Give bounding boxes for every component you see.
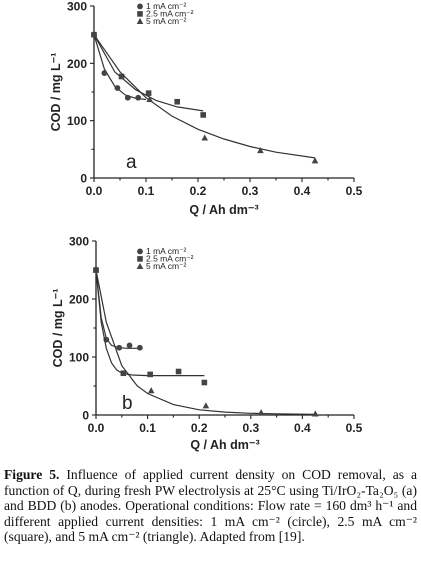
x-tick-label-a-1: 0.1 (138, 184, 155, 198)
panel-label-a: a (126, 152, 137, 173)
data-point-a-1-2 (145, 90, 152, 96)
x-tick-label-b-3: 0.3 (242, 421, 259, 435)
fit-curve-a-2 (93, 34, 316, 159)
legend-label-a-2: 5 mA cm⁻² (146, 16, 187, 26)
x-tick-label-a-4: 0.4 (294, 184, 311, 198)
legend-marker-b-2 (136, 262, 144, 269)
axes-b (95, 241, 354, 416)
y-tick-label-b-0: 0 (82, 409, 89, 423)
y-tick-label-a-3: 300 (67, 0, 87, 14)
data-point-a-2-0 (90, 31, 98, 38)
y-tick-label-b-2: 200 (69, 293, 89, 307)
x-tick-label-a-2: 0.2 (190, 184, 207, 198)
legend-label-a-0: 1 mA cm⁻² (146, 1, 187, 11)
data-point-a-2-2 (201, 134, 209, 141)
data-point-b-1-1 (120, 370, 127, 377)
data-point-b-2-1 (147, 387, 155, 394)
data-point-a-2-1 (146, 95, 153, 103)
legend-marker-b-0 (137, 248, 143, 255)
y-tick-label-a-0: 0 (80, 172, 87, 186)
x-tick-label-b-4: 0.4 (294, 421, 311, 435)
data-point-b-0-3 (126, 342, 133, 349)
data-point-b-1-2 (147, 371, 153, 378)
figure-caption: Figure 5. Influence of applied current d… (4, 467, 417, 545)
data-point-b-2-0 (92, 266, 100, 273)
chart-panel-b: 0.0 0.1 0.2 0.3 0.4 0.5 0 100 200 300 Q / Ah dm⁻³ C… (51, 235, 363, 453)
data-point-a-0-2 (114, 85, 121, 91)
data-point-a-1-4 (200, 112, 206, 118)
data-point-a-0-1 (101, 70, 108, 76)
data-point-b-0-2 (116, 344, 123, 351)
figure: 0.0 0.1 0.2 0.3 0.4 0.5 0 100 200 300 Q / Ah dm⁻³ C… (49, 0, 363, 453)
fit-curve-b-1 (95, 269, 205, 377)
caption-label: Figure 5. (4, 467, 60, 482)
x-axis-label-a: Q / Ah dm⁻³ (189, 203, 258, 217)
data-point-b-2-3 (257, 409, 265, 416)
data-point-b-1-3 (175, 368, 182, 375)
x-tick-label-a-5: 0.5 (346, 184, 363, 198)
x-tick-label-a-0: 0.0 (86, 184, 103, 198)
x-tick-label-b-2: 0.2 (191, 421, 208, 435)
x-tick-label-b-0: 0.0 (88, 421, 105, 435)
y-tick-label-a-2: 200 (67, 57, 87, 71)
y-axis-label-b: COD / mg L⁻¹ (51, 289, 65, 368)
x-axis-label-b: Q / Ah dm⁻³ (190, 438, 259, 452)
y-tick-label-a-1: 100 (67, 114, 87, 128)
chart-panel-a: 0.0 0.1 0.2 0.3 0.4 0.5 0 100 200 300 Q / Ah dm⁻³ C… (49, 0, 363, 217)
legend-label-b-0: 1 mA cm⁻² (146, 246, 187, 256)
legend-marker-b-1 (137, 256, 143, 262)
legend-marker-a-0 (137, 3, 143, 10)
legend-label-b-2: 5 mA cm⁻² (146, 261, 187, 271)
legend-label-b-1: 2.5 mA cm⁻² (146, 254, 194, 264)
x-tick-label-b-5: 0.5 (346, 421, 363, 435)
data-point-b-2-4 (312, 410, 319, 417)
fit-curve-b-0 (95, 269, 140, 349)
y-tick-label-b-3: 300 (69, 235, 89, 249)
y-tick-label-b-1: 100 (69, 351, 89, 365)
data-point-a-2-4 (311, 157, 319, 164)
legend-marker-a-1 (137, 11, 143, 17)
data-point-a-0-4 (135, 94, 142, 101)
y-axis-label-a: COD / mg L⁻¹ (49, 53, 63, 132)
caption-text: Influence of applied current density on … (4, 467, 418, 545)
data-point-b-2-2 (202, 402, 210, 409)
x-tick-label-a-3: 0.3 (242, 184, 259, 198)
data-point-b-1-4 (201, 379, 208, 386)
data-point-a-1-3 (174, 98, 180, 105)
data-point-a-0-3 (124, 94, 131, 101)
data-point-a-1-1 (118, 73, 125, 80)
data-point-a-2-3 (257, 146, 264, 154)
legend-label-a-1: 2.5 mA cm⁻² (146, 9, 194, 19)
legend-marker-a-2 (136, 17, 144, 24)
data-point-b-0-4 (136, 344, 143, 351)
panel-label-b: b (122, 393, 133, 414)
x-tick-label-b-1: 0.1 (139, 421, 156, 435)
